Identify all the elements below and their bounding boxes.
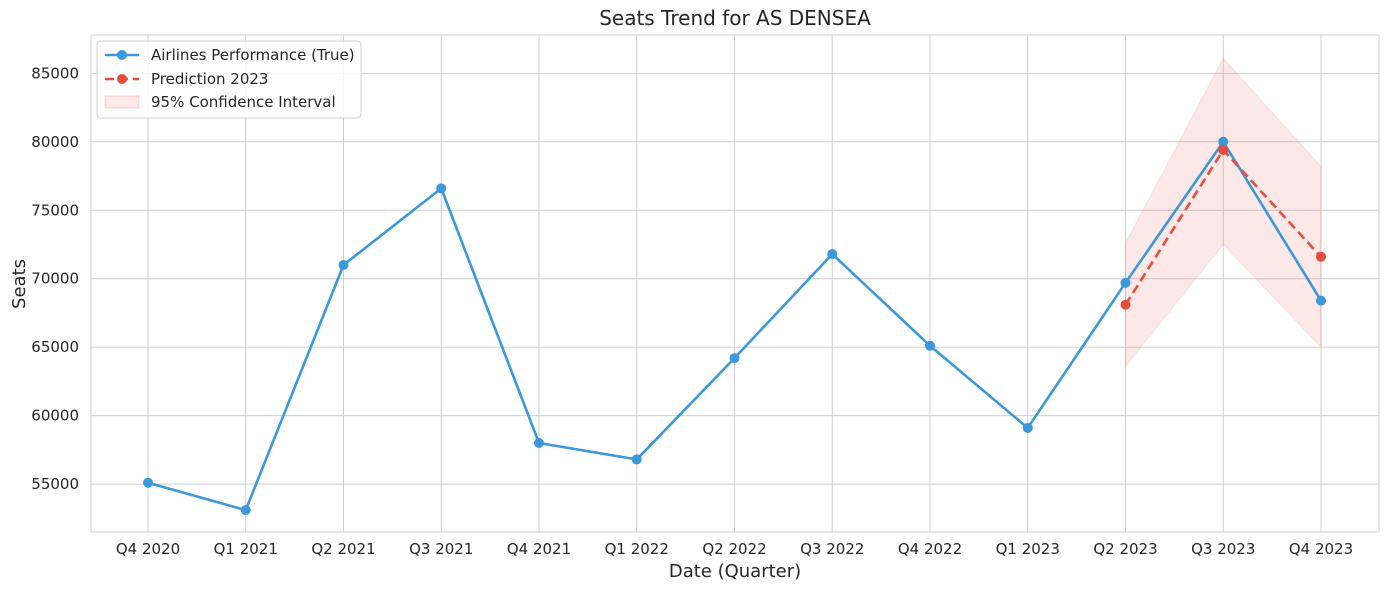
y-tick-label: 55000: [31, 475, 79, 493]
data-point: [1218, 145, 1229, 156]
x-tick-label: Q3 2021: [409, 540, 473, 558]
data-point: [143, 477, 153, 488]
x-tick-label: Q1 2023: [996, 540, 1060, 558]
x-tick-label: Q1 2021: [214, 540, 278, 558]
data-point: [1316, 251, 1326, 262]
data-point: [436, 183, 447, 194]
x-tick-label: Q3 2023: [1191, 540, 1255, 558]
x-tick-label: Q4 2021: [507, 540, 571, 558]
x-tick-label: Q2 2023: [1093, 540, 1157, 558]
x-tick-label: Q2 2022: [702, 540, 766, 558]
data-point: [631, 454, 642, 465]
data-point: [925, 340, 935, 351]
x-tick-label: Q4 2023: [1289, 540, 1353, 558]
x-tick-label: Q4 2020: [116, 540, 180, 558]
data-point: [1022, 422, 1033, 433]
legend-band-swatch: [104, 95, 140, 109]
data-point: [1120, 299, 1131, 310]
y-tick-label: 65000: [31, 338, 79, 356]
data-point: [1316, 295, 1326, 306]
y-tick-label: 70000: [31, 270, 79, 288]
plot-frame: [90, 34, 1380, 533]
data-point: [534, 438, 544, 449]
data-point: [338, 260, 349, 271]
legend-box: [96, 40, 362, 119]
legend: Airlines Performance (True) Prediction 20…: [96, 40, 362, 119]
legend-label: Prediction 2023: [151, 70, 268, 88]
legend-label: Airlines Performance (True): [151, 46, 355, 64]
confidence-band-layer: [1125, 57, 1322, 368]
x-tick-label: Q4 2022: [898, 540, 962, 558]
axis-labels: Q4 2020 Q1 2021 Q2 2021 Q3 2021 Q4 2021 Q1 20…: [31, 64, 1353, 558]
y-tick-label: 85000: [31, 64, 79, 82]
series-prediction: [1120, 145, 1326, 310]
x-tick-label: Q3 2022: [800, 540, 864, 558]
data-point: [729, 353, 740, 364]
y-tick-label: 75000: [31, 201, 79, 219]
grid: [91, 35, 1379, 532]
y-tick-label: 60000: [31, 407, 79, 425]
chart-title: Seats Trend for AS DENSEA: [599, 6, 871, 30]
x-tick-label: Q2 2021: [311, 540, 375, 558]
legend-label: 95% Confidence Interval: [151, 93, 336, 111]
confidence-band: [1125, 57, 1322, 368]
y-tick-label: 80000: [31, 133, 79, 151]
legend-marker: [117, 50, 127, 60]
data-point: [240, 505, 251, 516]
data-point: [1218, 136, 1229, 147]
data-point: [1120, 277, 1131, 288]
axes: [90, 34, 1380, 533]
data-point: [827, 249, 838, 260]
series-layer: [143, 136, 1326, 516]
series-true: [143, 136, 1326, 516]
x-tick-label: Q1 2022: [605, 540, 669, 558]
y-axis-title: Seats: [9, 259, 30, 309]
x-axis-title: Date (Quarter): [669, 561, 801, 582]
legend-marker: [117, 74, 127, 84]
